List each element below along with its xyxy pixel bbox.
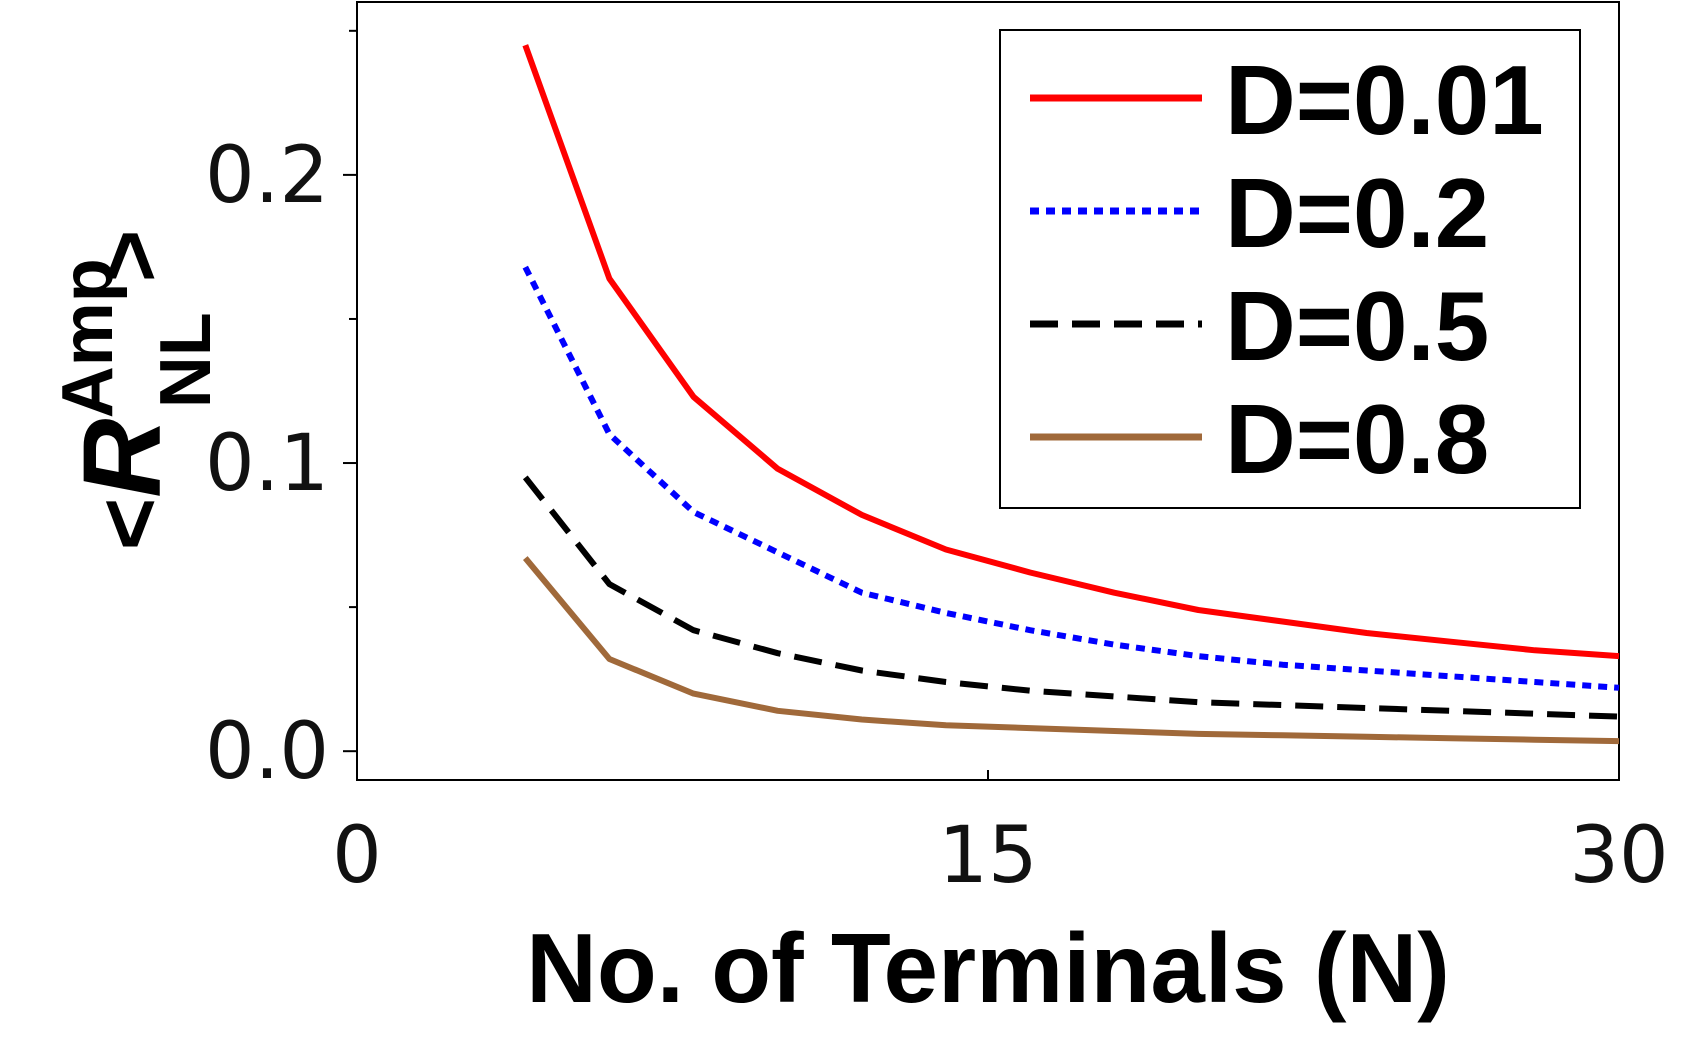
series-line	[522, 475, 1620, 720]
y-label-superscript: Amp	[48, 258, 128, 418]
legend-label: D=0.8	[1225, 384, 1489, 494]
y-label-open: <	[80, 498, 180, 551]
legend-box	[999, 29, 1581, 509]
y-label-main: R	[61, 418, 184, 497]
y-tick-label: 0.0	[205, 707, 329, 797]
y-tick-label: 0.2	[205, 131, 329, 221]
y-label-subscript: NL	[146, 312, 226, 408]
legend-label: D=0.01	[1225, 45, 1544, 155]
y-axis-label: <RAmp NL >	[48, 230, 226, 551]
legend-label: D=0.2	[1225, 158, 1489, 268]
x-tick-label: 0	[332, 811, 382, 901]
series-lines	[522, 44, 1620, 745]
legend-label: D=0.5	[1225, 271, 1489, 381]
series-line	[522, 44, 1620, 660]
x-tick-label: 30	[1569, 811, 1668, 901]
legend-items: D=0.01D=0.2D=0.5D=0.8	[1030, 45, 1544, 494]
y-axis-ticks: 0.0 0.1 0.2	[205, 29, 357, 797]
y-label-close: >	[80, 230, 180, 283]
x-axis-label: No. of Terminals (N)	[526, 913, 1450, 1023]
series-line	[522, 556, 1620, 745]
y-tick-label: 0.1	[205, 419, 329, 509]
x-axis-ticks: 0 15 30	[332, 770, 1669, 901]
legend: D=0.01D=0.2D=0.5D=0.8	[999, 29, 1581, 509]
x-tick-label: 15	[938, 811, 1037, 901]
